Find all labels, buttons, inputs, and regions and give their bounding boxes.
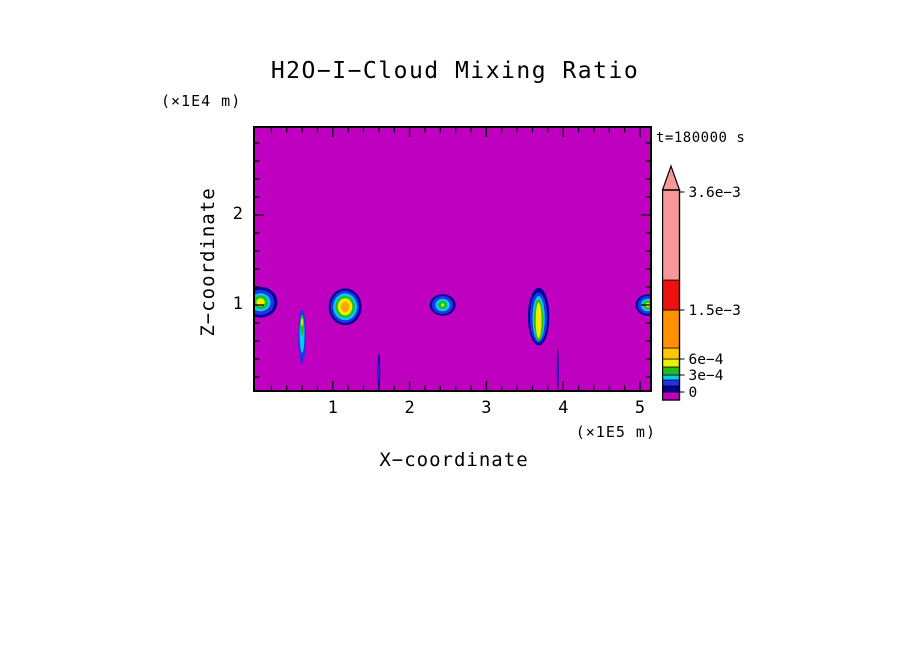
x-tick-label: 4 (558, 398, 569, 418)
colorbar-outline (661, 189, 681, 401)
cloud-streak-1 (298, 309, 306, 364)
x-axis-label: X−coordinate (379, 449, 529, 471)
colorbar: 0 3e−4 6e−4 1.5e−3 3.6e−3 (661, 162, 772, 414)
colorbar-tick-label: 0 (689, 385, 698, 401)
y-tick-label: 1 (232, 294, 243, 314)
colorbar-labels: 03e−46e−4 1.5e−3 3.6e−3 (679, 185, 741, 401)
x-tick-label: 3 (481, 398, 492, 418)
cloud-streak-2 (377, 353, 381, 390)
cloud-features (255, 287, 650, 390)
x-tick-label: 5 (634, 398, 646, 418)
heatmap-canvas (255, 128, 650, 390)
cloud-teardrop (527, 287, 550, 346)
colorbar-segments (662, 189, 680, 401)
plot-background (255, 128, 650, 390)
chart-title: H2O−I−Cloud Mixing Ratio (270, 58, 640, 84)
y-axis-unit: (×1E4 m) (161, 92, 242, 110)
colorbar-tick-label: 6e−4 (689, 352, 724, 368)
x-tick-label: 2 (404, 398, 415, 418)
cloud-blob-2 (429, 294, 456, 316)
colorbar-tick-label: 1.5e−3 (689, 303, 741, 319)
colorbar-canvas: 03e−46e−4 1.5e−3 3.6e−3 (661, 164, 741, 401)
cloud-streak-3 (556, 348, 559, 390)
time-annotation: t=180000 s (656, 130, 746, 146)
axis-ticks (255, 128, 650, 390)
colorbar-tick-label: 3e−4 (689, 368, 724, 384)
y-axis-label: Z−coordinate (197, 187, 219, 337)
plot-area (253, 126, 652, 392)
x-axis-unit: (×1E5 m) (575, 423, 656, 441)
x-tick-label: 1 (327, 398, 338, 418)
y-tick-label: 2 (232, 204, 243, 224)
cloud-blob-1 (328, 288, 362, 326)
colorbar-arrow (661, 164, 681, 191)
colorbar-tick-label: 3.6e−3 (689, 185, 741, 201)
cloud-left-edge (255, 287, 278, 318)
